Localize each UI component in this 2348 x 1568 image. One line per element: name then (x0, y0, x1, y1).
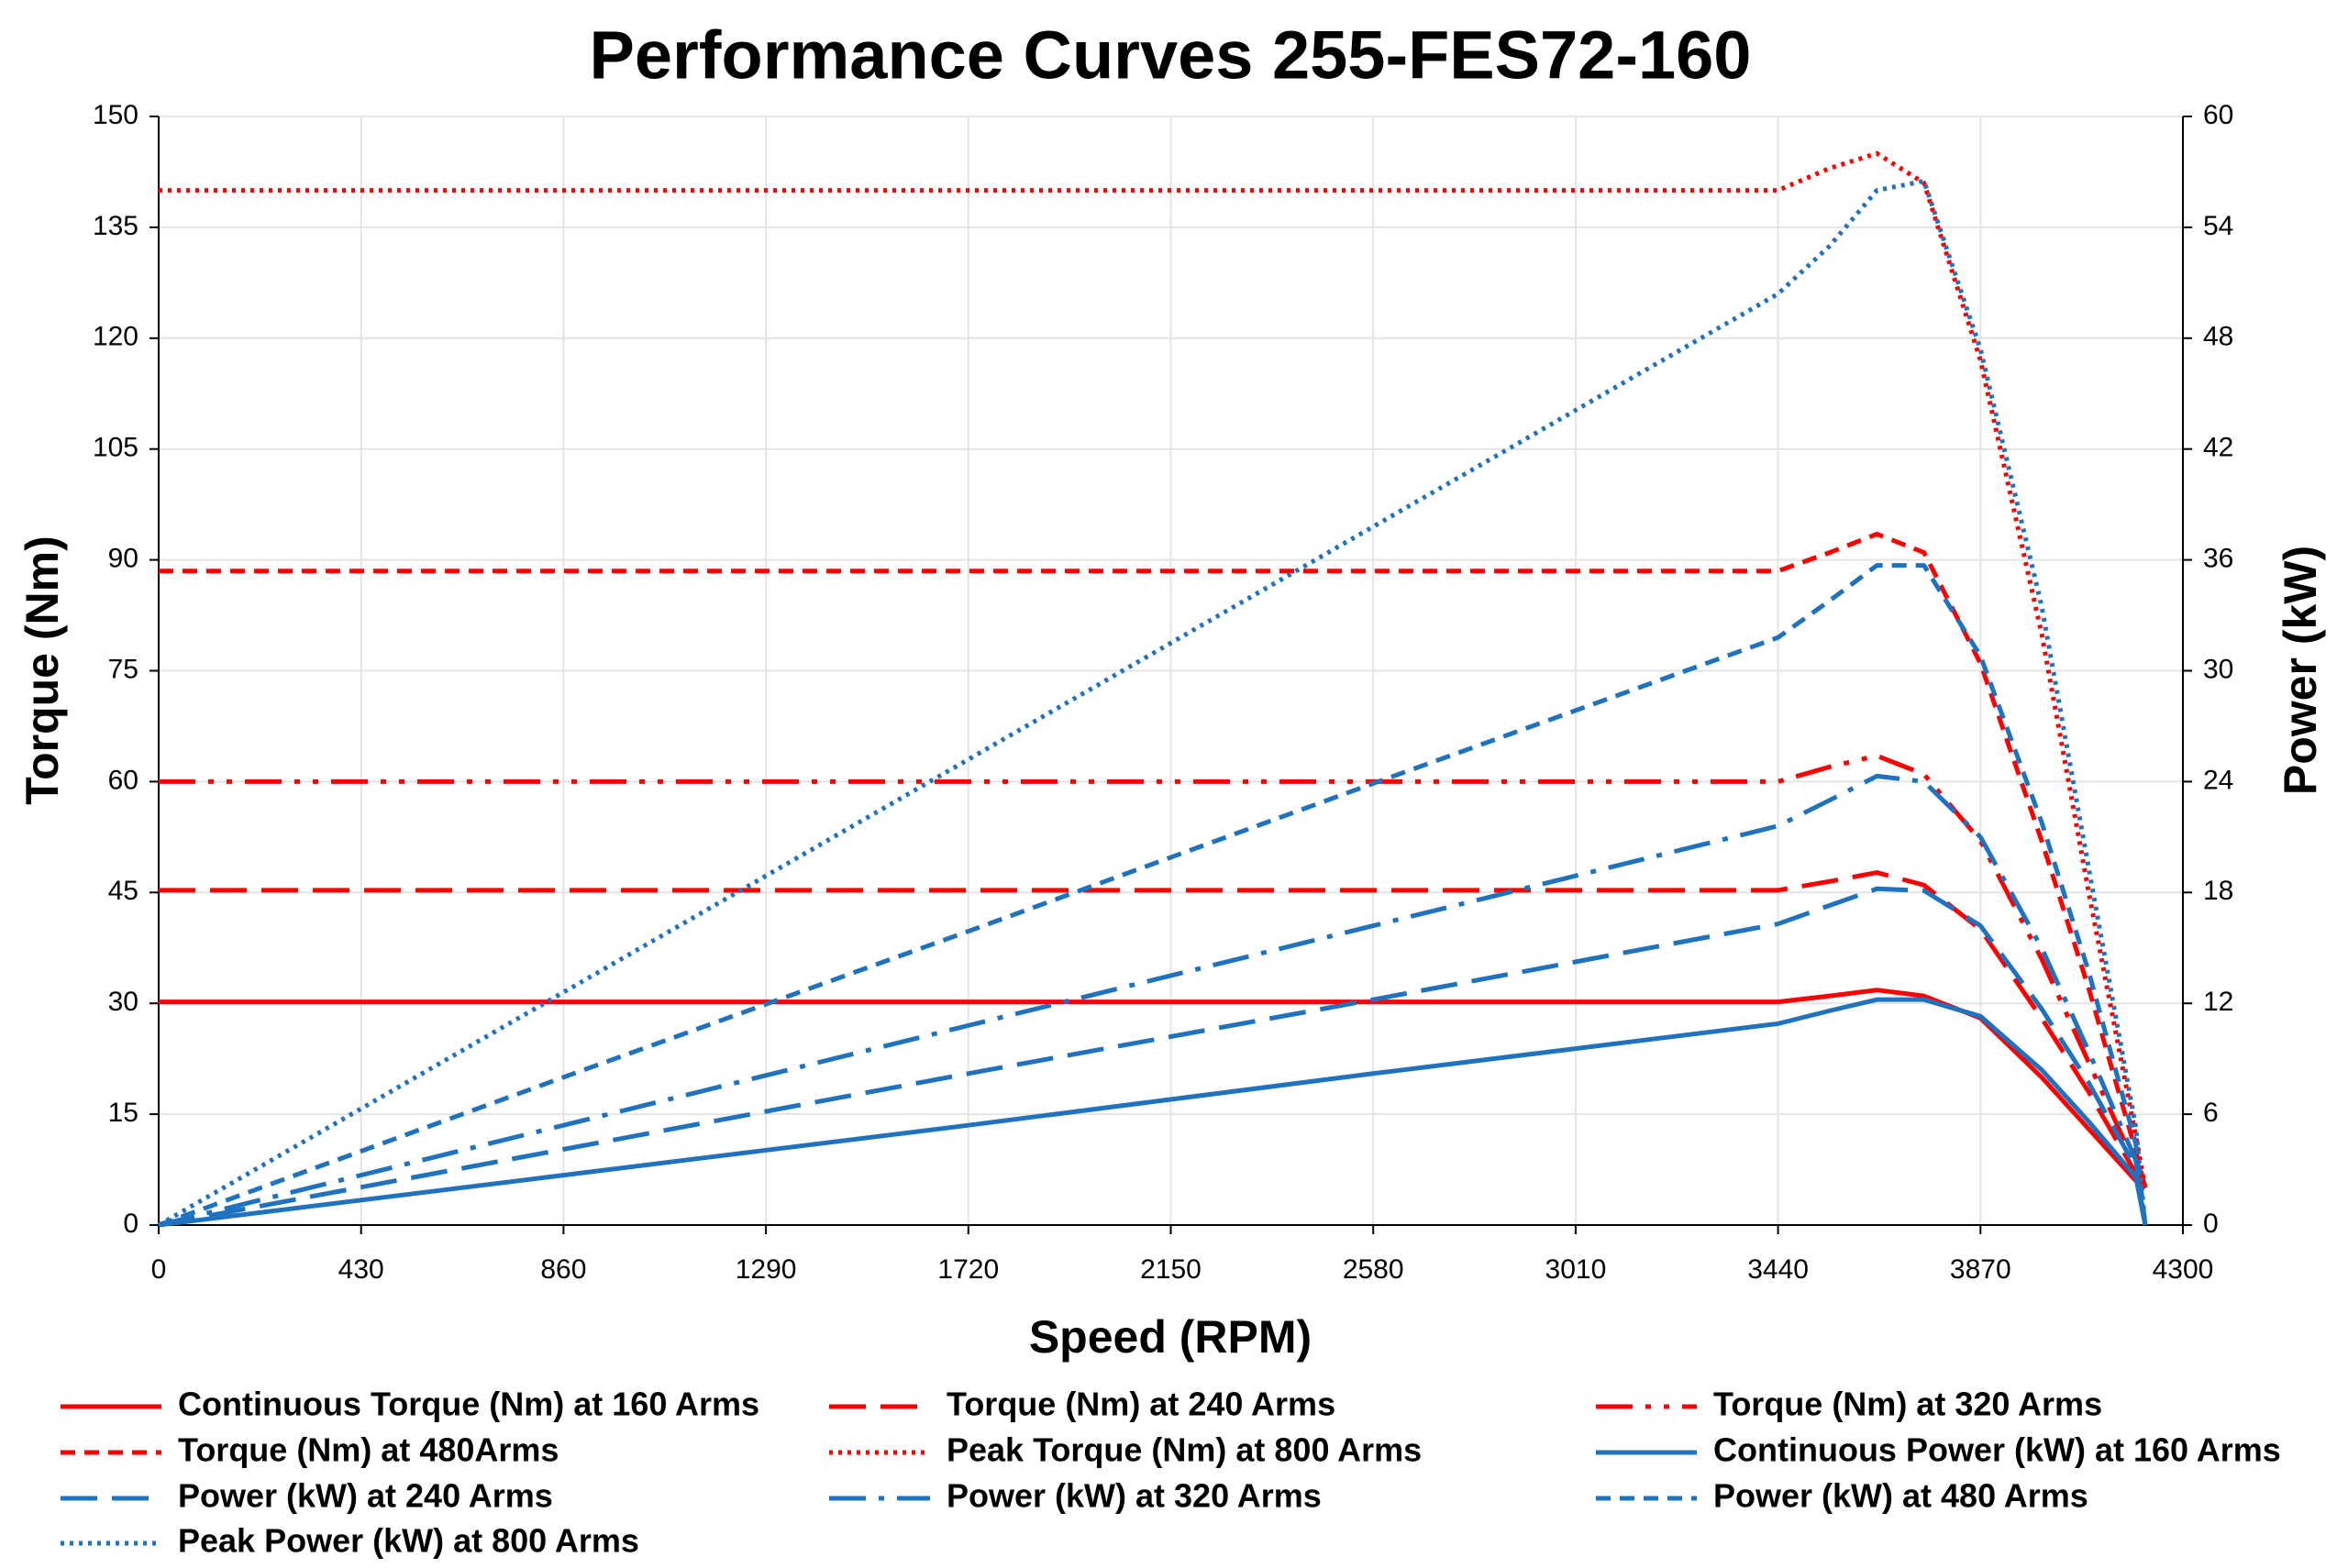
series-line (158, 563, 2148, 1228)
y-tick-label: 135 (93, 211, 138, 241)
x-tick-label: 3870 (1950, 1254, 2011, 1285)
legend-label: Peak Torque (Nm) at 800 Arms (947, 1431, 1422, 1469)
y2-tick-label: 60 (2203, 100, 2233, 130)
y-tick-label: 75 (108, 654, 138, 684)
series-line (158, 886, 2148, 1228)
series-line (159, 150, 2148, 1189)
legend-label: Power (kW) at 480 Arms (1713, 1477, 2088, 1515)
x-tick-label: 430 (338, 1254, 384, 1285)
y2-tick-label: 0 (2203, 1209, 2219, 1239)
y2-tick-label: 6 (2203, 1098, 2219, 1128)
y2-tick-label: 54 (2203, 211, 2233, 241)
x-tick-label: 0 (151, 1254, 167, 1285)
y-tick-label: 0 (123, 1209, 138, 1239)
legend-label: Peak Power (kW) at 800 Arms (178, 1522, 639, 1560)
series-line (159, 988, 2147, 1190)
x-axis-label: Speed (RPM) (1029, 1311, 1312, 1363)
series-line (158, 773, 2148, 1228)
y-tick-label: 15 (108, 1098, 138, 1128)
y2-tick-label: 42 (2203, 433, 2233, 463)
legend-label: Torque (Nm) at 320 Arms (1713, 1386, 2102, 1423)
y2-tick-label: 30 (2203, 654, 2233, 684)
legend-label: Continuous Power (kW) at 160 Arms (1713, 1431, 2281, 1469)
x-tick-label: 3440 (1747, 1254, 1809, 1285)
y-tick-label: 90 (108, 544, 138, 574)
y2-tick-label: 48 (2203, 322, 2233, 352)
series-line (159, 531, 2148, 1189)
series-line (159, 753, 2148, 1189)
y-tick-label: 30 (108, 987, 138, 1017)
x-tick-label: 2150 (1140, 1254, 1202, 1285)
y-axis-label: Torque (Nm) (17, 536, 68, 804)
legend-label: Continuous Torque (Nm) at 160 Arms (178, 1386, 759, 1423)
legend-label: Torque (Nm) at 480Arms (178, 1431, 559, 1469)
y-tick-label: 120 (93, 322, 138, 352)
x-tick-label: 2580 (1343, 1254, 1404, 1285)
y2-tick-label: 36 (2203, 544, 2233, 574)
y2-tick-label: 18 (2203, 876, 2233, 906)
series-line (159, 870, 2148, 1190)
legend-label: Power (kW) at 320 Arms (947, 1477, 1322, 1515)
y2-tick-label: 12 (2203, 987, 2233, 1017)
y2-axis-label: Power (kW) (2275, 546, 2326, 795)
y-tick-label: 150 (93, 100, 138, 130)
x-tick-label: 3010 (1545, 1254, 1607, 1285)
x-tick-label: 1290 (736, 1254, 797, 1285)
y-tick-label: 60 (108, 765, 138, 795)
x-tick-label: 860 (540, 1254, 586, 1285)
legend-label: Torque (Nm) at 240 Arms (947, 1386, 1335, 1423)
series-line (158, 997, 2148, 1228)
x-tick-label: 4300 (2153, 1254, 2214, 1285)
chart-title: Performance Curves 255-FES72-160 (590, 17, 1752, 94)
legend-label: Power (kW) at 240 Arms (178, 1477, 553, 1515)
x-tick-label: 1720 (937, 1254, 999, 1285)
y2-tick-label: 24 (2203, 765, 2233, 795)
y-tick-label: 105 (93, 433, 138, 463)
series-line (157, 179, 2148, 1228)
y-tick-label: 45 (108, 876, 138, 906)
